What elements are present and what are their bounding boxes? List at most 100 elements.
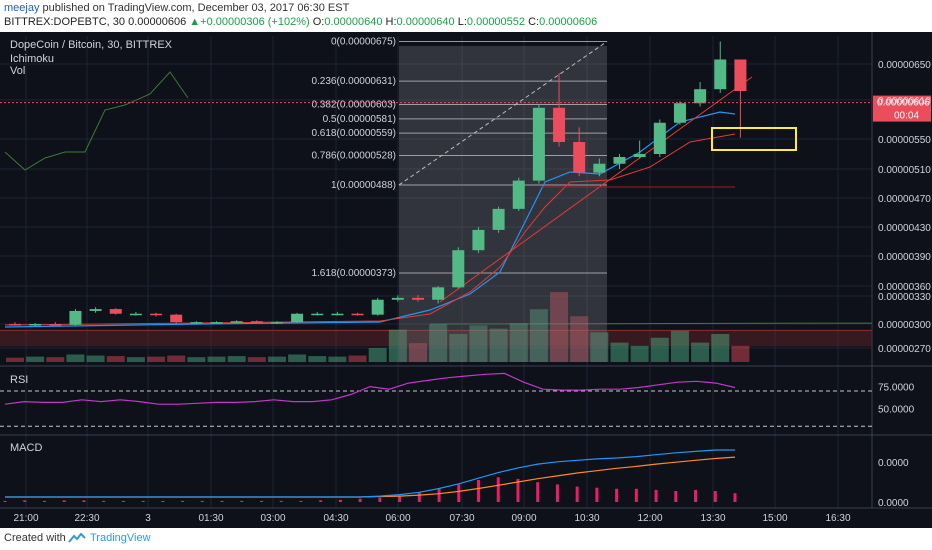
candle-body (694, 89, 707, 104)
close-label: C: (528, 16, 540, 28)
rsi-axis-label: 75.0000 (878, 383, 915, 394)
candle-body (371, 299, 384, 315)
price-axis-label: 0.00000470 (878, 194, 931, 205)
candle-body (170, 314, 183, 323)
price-axis-label: 0.00000360 (878, 282, 931, 293)
candle-body (391, 297, 404, 300)
chart-area[interactable]: 0(0.00000675) 0.236(0.00000631) 0.382(0.00… (0, 32, 932, 528)
volume-bar (509, 323, 528, 362)
candle-body (472, 229, 485, 251)
created-with-text: Created with (4, 532, 66, 544)
candle-body (270, 322, 283, 324)
macd-histogram-bar (161, 500, 165, 502)
macd-histogram-bar (555, 484, 559, 502)
candle-body (553, 107, 566, 142)
candle-body (573, 142, 586, 173)
volume-bar (368, 348, 387, 362)
candle-body (532, 107, 545, 181)
time-axis-label: 21:00 (13, 513, 38, 524)
high-value: 0.00000640 (396, 16, 455, 28)
macd-histogram-bar (3, 500, 7, 502)
candle-body (412, 297, 424, 300)
tradingview-brand-link[interactable]: TradingView (90, 532, 151, 544)
volume-bar (86, 355, 105, 362)
macd-histogram-bar (240, 500, 244, 502)
macd-histogram-bar (457, 484, 461, 502)
candle-body (210, 322, 223, 324)
fib-level-label: 1.618(0.00000373) (311, 268, 396, 279)
macd-histogram-bar (42, 500, 46, 502)
volume-bar (529, 309, 548, 362)
time-axis-label: 04:30 (323, 513, 348, 524)
volume-bar (570, 316, 589, 362)
price-change: +0.00000306 (+102%) (200, 16, 310, 28)
candle-body (89, 309, 102, 311)
ichimoku-cloud (0, 330, 872, 347)
macd-histogram-bar (259, 500, 263, 502)
macd-histogram-bar (615, 488, 619, 502)
candle-body (69, 310, 82, 325)
volume-bar (227, 356, 246, 362)
senkou-span-a (429, 322, 873, 325)
candle-body (593, 163, 606, 173)
macd-histogram-bar (200, 500, 204, 502)
price-axis-label: 0.00000270 (878, 344, 931, 355)
candle-body (452, 250, 465, 288)
volume-bar (106, 356, 125, 362)
candle-body (49, 324, 62, 326)
volume-bar (147, 356, 166, 362)
macd-axis-label: 0.0000 (878, 498, 909, 509)
volume-bar (610, 342, 629, 362)
macd-histogram-bar (417, 492, 421, 502)
macd-histogram-bar (496, 477, 500, 502)
volume-bar (6, 357, 24, 362)
highlight-box (711, 127, 797, 151)
published-text: published on TradingView.com, December 0… (39, 2, 350, 14)
volume-bar (46, 357, 65, 362)
publish-header: meejay published on TradingView.com, Dec… (0, 0, 932, 32)
author-link[interactable]: meejay (4, 2, 40, 14)
legend-ichimoku[interactable]: Ichimoku (10, 53, 55, 65)
candle-body (190, 322, 203, 324)
macd-histogram-bar (694, 489, 698, 502)
chikou-span (4, 71, 189, 171)
footer: Created with TradingView (0, 528, 932, 550)
candle-body (129, 313, 142, 316)
macd-histogram-bar (141, 500, 145, 502)
macd-histogram-bar (62, 500, 66, 502)
price-axis-label: 0.00000510 (878, 165, 931, 176)
macd-signal-line (5, 456, 736, 498)
macd-pane-label[interactable]: MACD (10, 442, 43, 454)
fib-level-label: 1(0.00000488) (331, 180, 396, 191)
volume-bar (489, 328, 508, 362)
macd-histogram-bar (82, 500, 86, 502)
bar-countdown: 00:04 (894, 111, 919, 122)
macd-histogram-bar (181, 500, 185, 502)
macd-histogram-bar (319, 500, 323, 502)
price-chart[interactable]: 0(0.00000675) 0.236(0.00000631) 0.382(0.00… (0, 32, 932, 528)
price-axis-label: 0.00000300 (878, 320, 931, 331)
macd-histogram-bar (713, 491, 717, 502)
rsi-pane-label[interactable]: RSI (10, 374, 29, 386)
legend-volume[interactable]: Vol (10, 65, 26, 77)
macd-histogram-bar (733, 493, 737, 502)
macd-histogram-bar (437, 488, 441, 502)
time-axis-label: 06:00 (385, 513, 410, 524)
chart-legend-title: DopeCoin / Bitcoin, 30, BITTREX (10, 39, 173, 51)
volume-bar (550, 292, 569, 362)
last-price-tag-value: 0.00000606 (877, 98, 930, 109)
tenkan-sen (4, 111, 736, 328)
candle-body (109, 309, 122, 314)
candle-body (250, 321, 263, 324)
macd-histogram-bar (102, 500, 106, 502)
volume-bar (207, 356, 226, 362)
volume-bar (288, 354, 307, 362)
macd-axis-label: 0.0000 (878, 458, 909, 469)
candle-body (492, 208, 505, 230)
macd-histogram-bar (279, 500, 283, 502)
volume-bar (429, 324, 448, 362)
time-axis-label: 10:30 (574, 513, 599, 524)
macd-histogram-bar (595, 487, 599, 502)
volume-bar (247, 357, 266, 362)
macd-histogram-bar (121, 500, 125, 502)
